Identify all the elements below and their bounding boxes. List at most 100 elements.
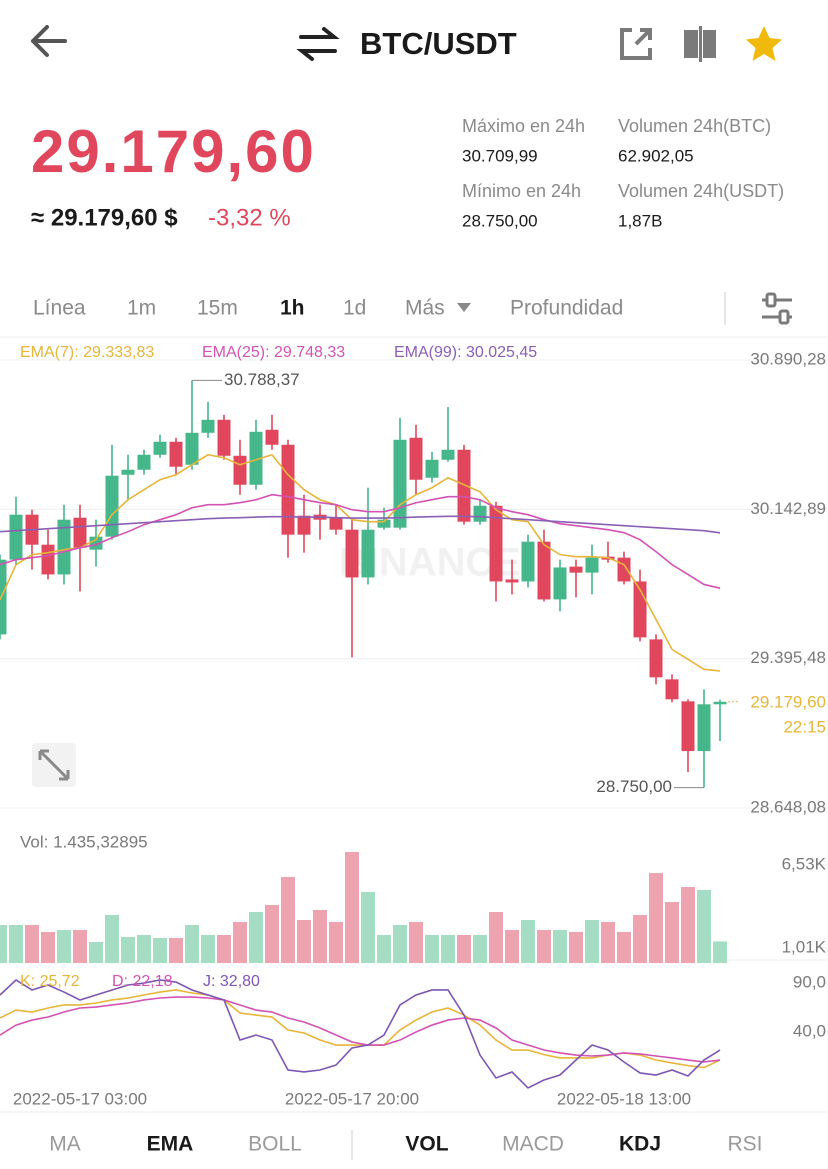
interval-tab[interactable]: 15m: [197, 297, 238, 320]
candle-body: [489, 505, 503, 582]
candle-body: [297, 515, 311, 535]
ema-line: [0, 493, 721, 589]
stat-value: 1,87B: [618, 211, 662, 230]
settings-icon[interactable]: [762, 292, 792, 325]
legend-entry: J: 32,80: [203, 973, 260, 990]
candle-body: [105, 475, 119, 537]
volume-bar: [553, 930, 567, 963]
candle-body: [249, 431, 263, 485]
legend-entry: EMA(99): 30.025,45: [394, 344, 537, 361]
interval-tab[interactable]: Profundidad: [510, 297, 623, 320]
share-icon[interactable]: [620, 28, 652, 60]
volume-bar: [537, 930, 551, 963]
y-tick-label: 1,01K: [782, 937, 827, 956]
expand-button[interactable]: [32, 743, 76, 787]
candle-body: [425, 459, 439, 478]
volume-bar: [665, 902, 679, 963]
volume-bar: [121, 937, 135, 963]
indicator-tab[interactable]: MACD: [502, 1133, 564, 1156]
x-tick-label: 2022-05-17 20:00: [285, 1089, 419, 1108]
candle-body: [89, 536, 103, 550]
volume-bar: [457, 935, 471, 963]
candle-body: [0, 559, 7, 635]
x-tick-label: 2022-05-17 03:00: [13, 1089, 147, 1108]
volume-bar: [105, 915, 119, 963]
volume-bar: [377, 935, 391, 963]
volume-bar: [57, 930, 71, 963]
volume-bar: [41, 932, 55, 963]
legend-entry: D: 22,18: [112, 973, 173, 990]
stat-label: Máximo en 24h: [462, 116, 585, 136]
interval-tab[interactable]: 1m: [127, 297, 156, 320]
ema-line: [0, 515, 721, 534]
volume-bar: [569, 932, 583, 963]
y-tick-label: 30.142,89: [750, 499, 826, 518]
countdown: 22:15: [783, 717, 826, 736]
dropdown-caret: [457, 303, 471, 312]
y-tick-label: 40,0: [793, 1021, 826, 1040]
candle-body: [137, 454, 151, 470]
candle-body: [233, 455, 247, 485]
ema-line: [0, 453, 721, 672]
indicator-tab[interactable]: BOLL: [248, 1133, 302, 1156]
kdj-line: [0, 996, 721, 1063]
volume-label: Vol: 1.435,32895: [20, 832, 148, 851]
favorite-star[interactable]: [746, 26, 782, 61]
volume-bar: [281, 877, 295, 963]
book-icon[interactable]: [684, 26, 716, 62]
stat-value: 28.750,00: [462, 211, 538, 230]
indicator-tab[interactable]: KDJ: [619, 1133, 661, 1156]
candle-body: [697, 704, 711, 752]
indicator-tab[interactable]: VOL: [405, 1133, 448, 1156]
kdj-line: [0, 978, 721, 1089]
volume-bar: [601, 922, 615, 963]
candle-body: [617, 557, 631, 582]
candle-body: [473, 505, 487, 522]
volume-bar: [361, 892, 375, 963]
candle-body: [521, 541, 535, 582]
candle-body: [201, 419, 215, 433]
volume-bar: [697, 890, 711, 963]
volume-bar: [617, 932, 631, 963]
indicator-tab[interactable]: EMA: [147, 1133, 194, 1156]
annotation-label: 30.788,37: [224, 370, 300, 389]
candle-body: [345, 529, 359, 578]
pair-title[interactable]: BTC/USDT: [360, 26, 517, 61]
volume-bar: [425, 935, 439, 963]
candle-body: [537, 541, 551, 600]
interval-tab[interactable]: 1d: [343, 297, 366, 320]
volume-bar: [153, 938, 167, 963]
indicator-tab[interactable]: RSI: [727, 1133, 762, 1156]
volume-bar: [169, 938, 183, 963]
volume-bar: [329, 922, 343, 963]
volume-bar: [681, 887, 695, 963]
y-tick-label: 29.395,48: [750, 648, 826, 667]
volume-bar: [633, 915, 647, 963]
y-tick-label: 28.648,08: [750, 797, 826, 816]
candle-body: [569, 566, 583, 573]
volume-bar: [585, 920, 599, 963]
swap-icon[interactable]: [296, 27, 340, 61]
candle-body: [681, 701, 695, 752]
legend-entry: K: 25,72: [20, 973, 80, 990]
interval-tab[interactable]: 1h: [280, 297, 305, 320]
volume-bar: [201, 935, 215, 963]
interval-tab[interactable]: Más: [405, 297, 445, 320]
back-button[interactable]: [31, 25, 67, 57]
volume-bar: [505, 930, 519, 963]
stat-label: Mínimo en 24h: [462, 181, 581, 201]
last-price-label: 29.179,60: [750, 692, 826, 711]
volume-bar: [649, 873, 663, 963]
volume-bar: [521, 920, 535, 963]
candle-body: [713, 701, 727, 705]
volume-bar: [25, 925, 39, 963]
candle-body: [441, 449, 455, 460]
y-tick-label: 90,0: [793, 973, 826, 992]
candle-body: [665, 679, 679, 700]
indicator-tab[interactable]: MA: [49, 1133, 81, 1156]
candle-body: [553, 567, 567, 600]
volume-bar: [489, 912, 503, 963]
interval-tab[interactable]: Línea: [33, 297, 86, 320]
